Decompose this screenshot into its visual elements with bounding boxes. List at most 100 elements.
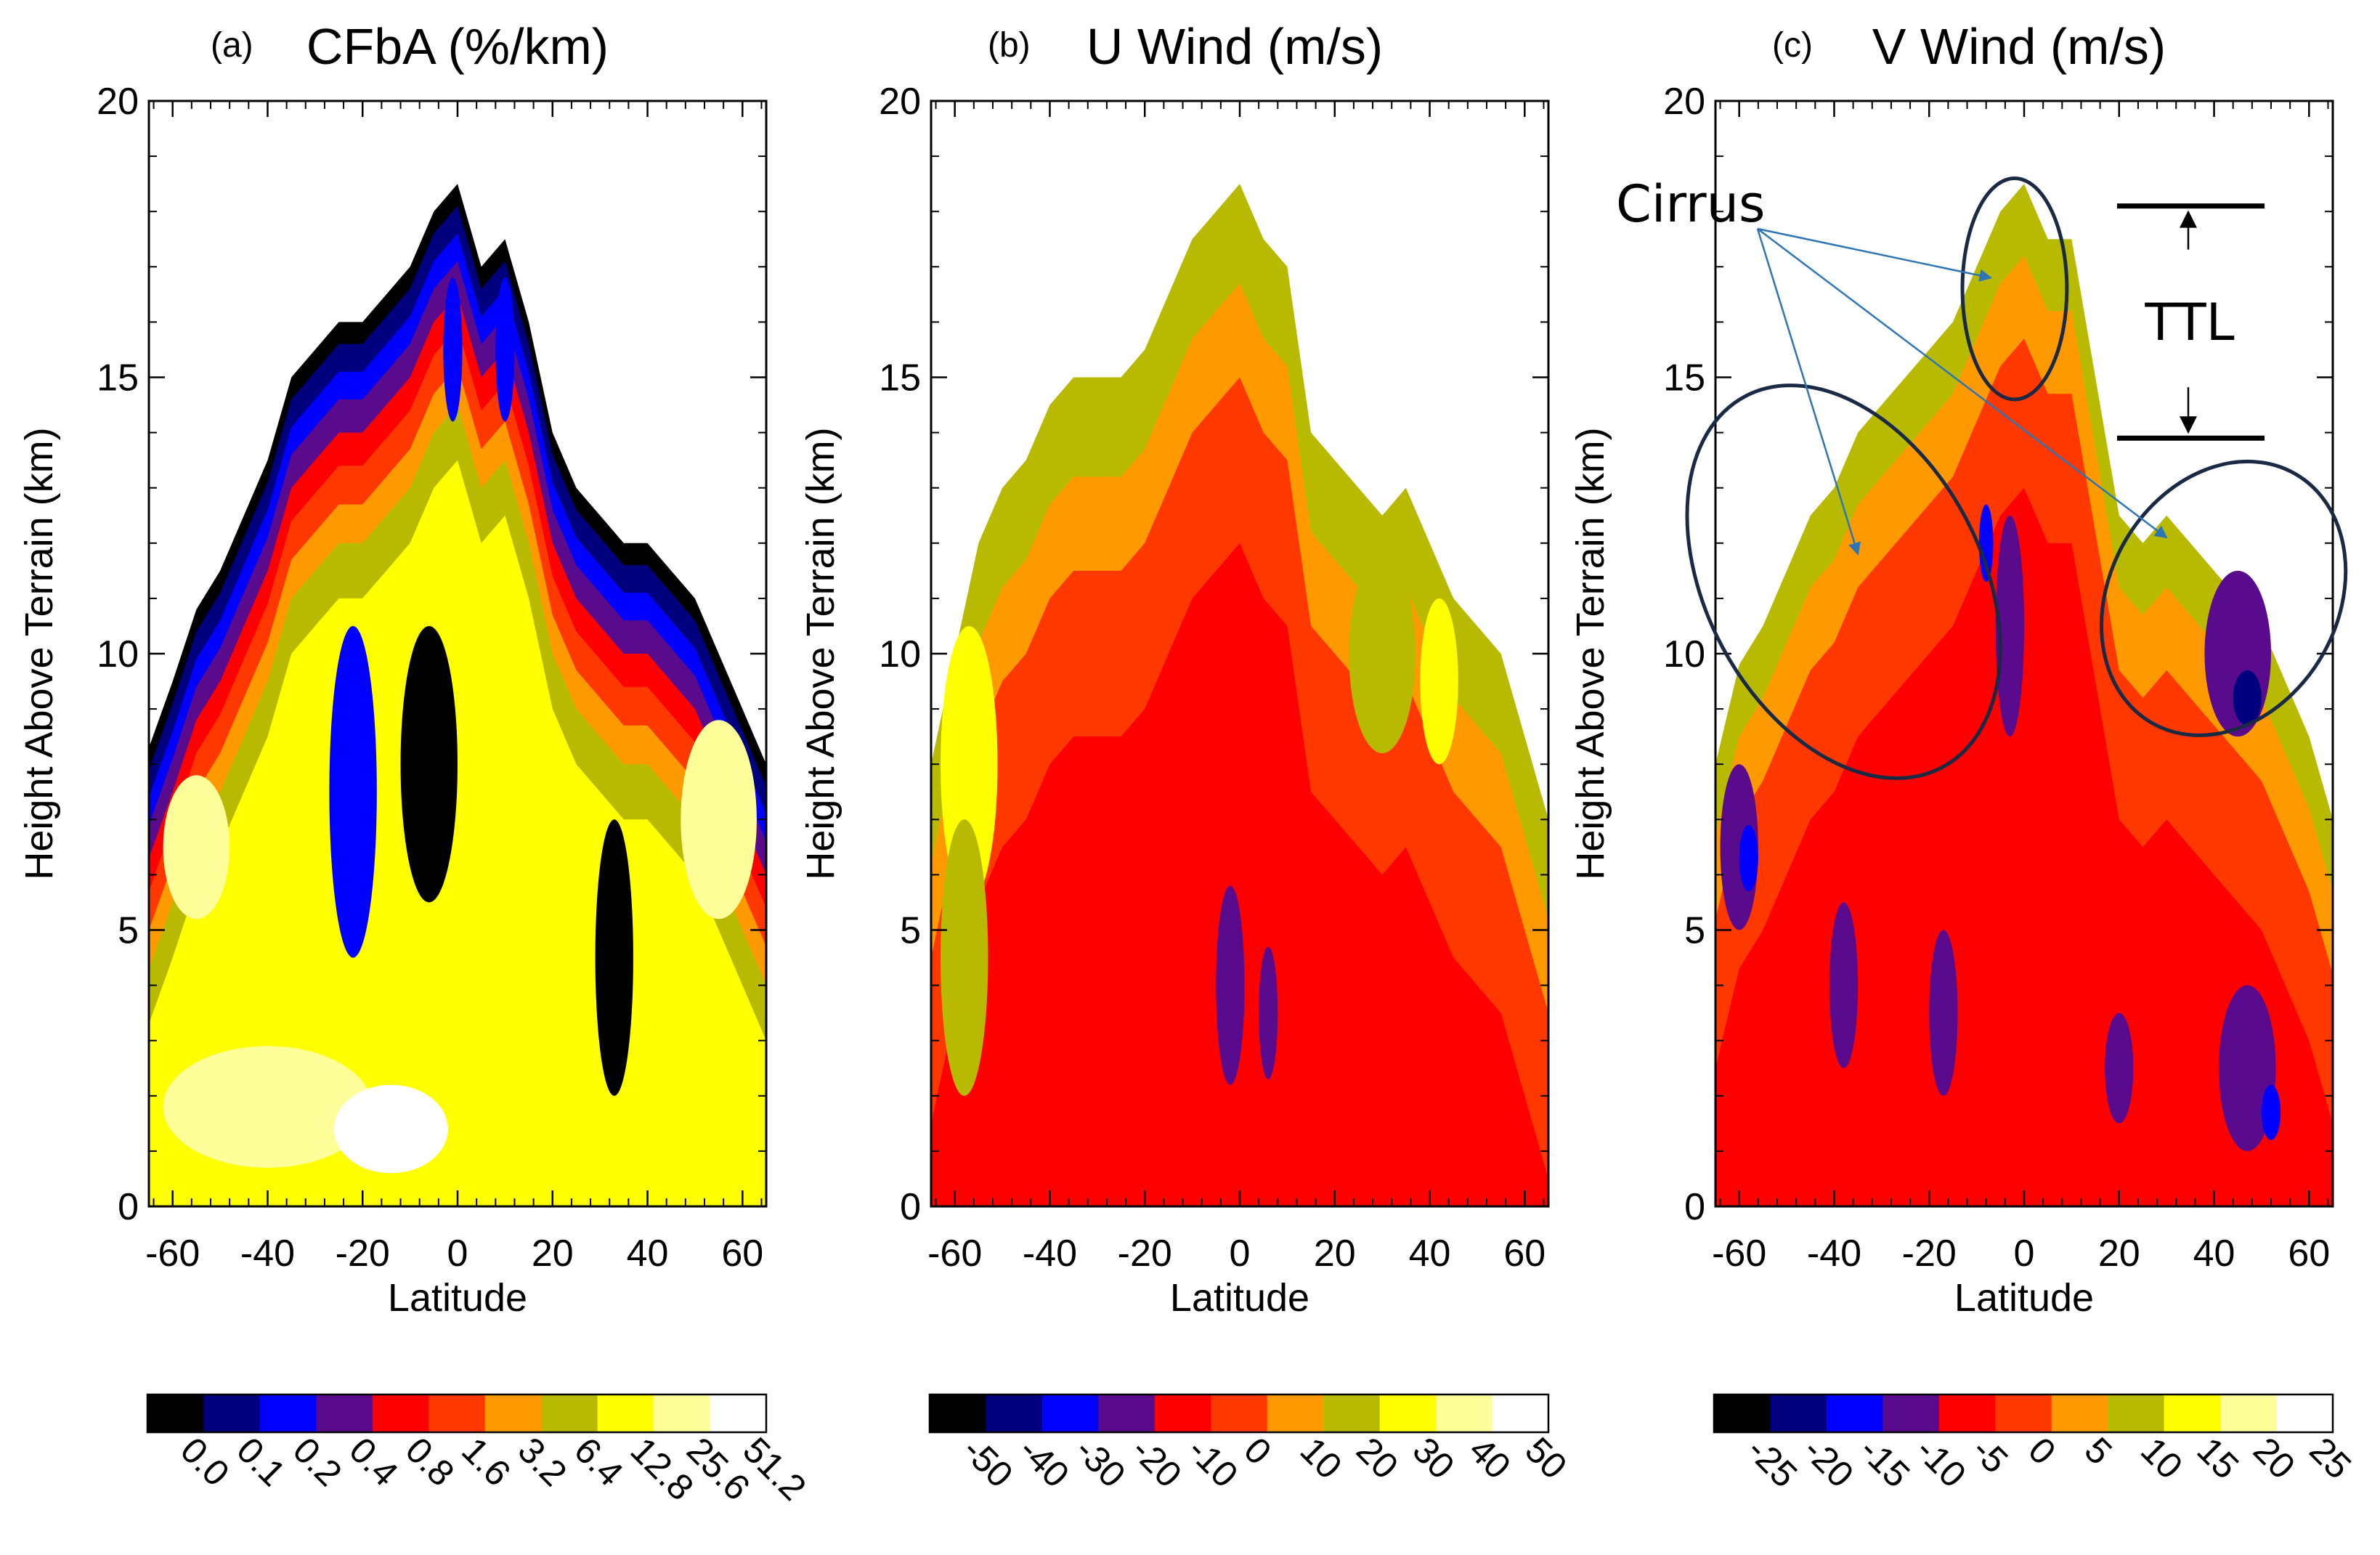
colorbar-swatch [1883, 1394, 1940, 1432]
x-tick-labels: -60 -40 -20 0 20 40 60 [145, 1233, 763, 1275]
contour-field [1715, 184, 2333, 1206]
colorbar-tick-label: 50 [1517, 1429, 1575, 1487]
contour-core-0.0 [400, 625, 458, 903]
colorbar-tick-label: 0.8 [398, 1429, 463, 1494]
x-tick-label: -40 [240, 1233, 295, 1275]
x-tick-label: 40 [1409, 1233, 1451, 1275]
x-tick-label: -60 [1712, 1233, 1766, 1275]
panel-title: CFbA (%/km) [306, 18, 609, 75]
colorbar-tick-label: 20 [2246, 1429, 2303, 1487]
contour-core-25.6 [681, 720, 757, 919]
colorbar-swatch [147, 1394, 204, 1432]
colorbar-swatch [2108, 1394, 2165, 1432]
ttl-arrowhead-down [2180, 416, 2197, 434]
cirrus-ellipse-south [1685, 383, 2002, 780]
plot-frame [930, 100, 1550, 1208]
colorbar-tick-label: -25 [1739, 1429, 1806, 1495]
colorbar-swatch [429, 1394, 486, 1432]
contour-core-25.6 [163, 775, 230, 919]
contour-core-25.6 [163, 1046, 373, 1168]
colorbar-swatch [1995, 1394, 2052, 1432]
axis-ticks [149, 100, 766, 1208]
x-tick-label: 60 [2288, 1233, 2330, 1275]
colorbar-frame [1713, 1393, 2334, 1434]
colorbar-tick-label: 51.2 [735, 1429, 813, 1508]
y-tick-label: 0 [118, 1186, 139, 1228]
contour-core-30 [1420, 598, 1458, 765]
contour-core--10 [1995, 515, 2024, 737]
colorbar-swatch [541, 1394, 598, 1432]
colorbar-swatch [1323, 1394, 1381, 1432]
annotations: Cirrus TTL [1616, 174, 2348, 780]
contour-core-0.2 [329, 625, 377, 958]
colorbar-tick-label: 0 [2020, 1429, 2063, 1472]
contour-core-20 [1349, 554, 1416, 753]
y-tick-label: 0 [900, 1186, 921, 1228]
panel-title: V Wind (m/s) [1872, 18, 2166, 75]
colorbar-tick-label: -15 [1852, 1429, 1918, 1495]
colorbar-tick-label: 0.1 [229, 1429, 293, 1494]
contour-core--10 [1929, 930, 1958, 1096]
contour-field [931, 184, 1548, 1206]
x-tick-label: -40 [1807, 1233, 1861, 1275]
contour-band--10 [931, 543, 1548, 1206]
colorbar-swatch [1714, 1394, 1771, 1432]
cirrus-arrow [1757, 228, 2168, 539]
contour-core--20 [1259, 946, 1278, 1079]
x-tick-label: 40 [627, 1233, 669, 1275]
y-tick-label: 10 [879, 633, 921, 675]
colorbar-swatch [1267, 1394, 1324, 1432]
contour-field [149, 184, 766, 1206]
x-tick-label: 60 [1503, 1233, 1546, 1275]
x-tick-label: -40 [1023, 1233, 1077, 1275]
ttl-arrowhead-up [2180, 210, 2197, 228]
colorbar-swatch [930, 1394, 986, 1432]
panel-label: (b) [988, 26, 1031, 65]
y-tick-label: 5 [118, 910, 139, 952]
y-tick-label: 10 [1663, 633, 1705, 675]
panel-label: (a) [211, 26, 253, 65]
colorbar-swatch [710, 1394, 767, 1432]
colorbar: 0.00.10.20.40.81.63.26.412.825.651.2 [146, 1393, 814, 1509]
y-tick-labels: 0 5 10 15 20 [97, 81, 139, 1228]
colorbar-swatch [203, 1394, 261, 1432]
y-axis-label: Height Above Terrain (km) [799, 427, 842, 880]
colorbar-swatch [2220, 1394, 2278, 1432]
x-tick-label: -20 [1902, 1233, 1957, 1275]
y-tick-label: 15 [97, 357, 139, 399]
contour-core--20 [2233, 670, 2262, 726]
y-axis-label: Height Above Terrain (km) [1569, 427, 1612, 880]
colorbar-tick-label: 6.4 [566, 1429, 631, 1494]
y-tick-label: 0 [1684, 1186, 1705, 1228]
axis-ticks [931, 100, 1548, 1208]
colorbar-tick-label: 5 [2077, 1429, 2120, 1472]
colorbar-swatch [2051, 1394, 2108, 1432]
axis-ticks [1715, 100, 2333, 1208]
x-tick-label: 20 [2098, 1233, 2140, 1275]
colorbar-swatch [1211, 1394, 1268, 1432]
colorbar-swatch [316, 1394, 373, 1432]
plot-frame [147, 100, 768, 1208]
colorbar-tick-label: -20 [1124, 1429, 1190, 1495]
colorbar-tick-label: 30 [1405, 1429, 1462, 1487]
contour-core--10 [2219, 985, 2276, 1151]
cirrus-ellipse-tropical [1960, 176, 2069, 402]
x-tick-labels: -60 -40 -20 0 20 40 60 [927, 1233, 1546, 1275]
x-tick-label: 20 [532, 1233, 574, 1275]
colorbar-tick-label: -20 [1795, 1429, 1861, 1495]
colorbar-swatch [986, 1394, 1043, 1432]
contour-core--20 [1216, 885, 1245, 1085]
colorbar-tick-label: 0.2 [285, 1429, 350, 1494]
colorbar-tick-label: -30 [1068, 1429, 1134, 1495]
colorbar-tick-label: 0.0 [173, 1429, 237, 1494]
colorbar-swatch [1436, 1394, 1493, 1432]
colorbar-swatch [1098, 1394, 1156, 1432]
colorbar-tick-label: 20 [1349, 1429, 1406, 1487]
x-tick-labels: -60 -40 -20 0 20 40 60 [1712, 1233, 2330, 1275]
y-tick-labels: 0 5 10 15 20 [1663, 81, 1705, 1228]
contour-core--10 [1829, 902, 1859, 1068]
contour-core--15 [2261, 1084, 2281, 1140]
y-tick-labels: 0 5 10 15 20 [879, 81, 921, 1228]
y-tick-label: 15 [879, 357, 921, 399]
contour-core--15 [1739, 824, 1758, 892]
